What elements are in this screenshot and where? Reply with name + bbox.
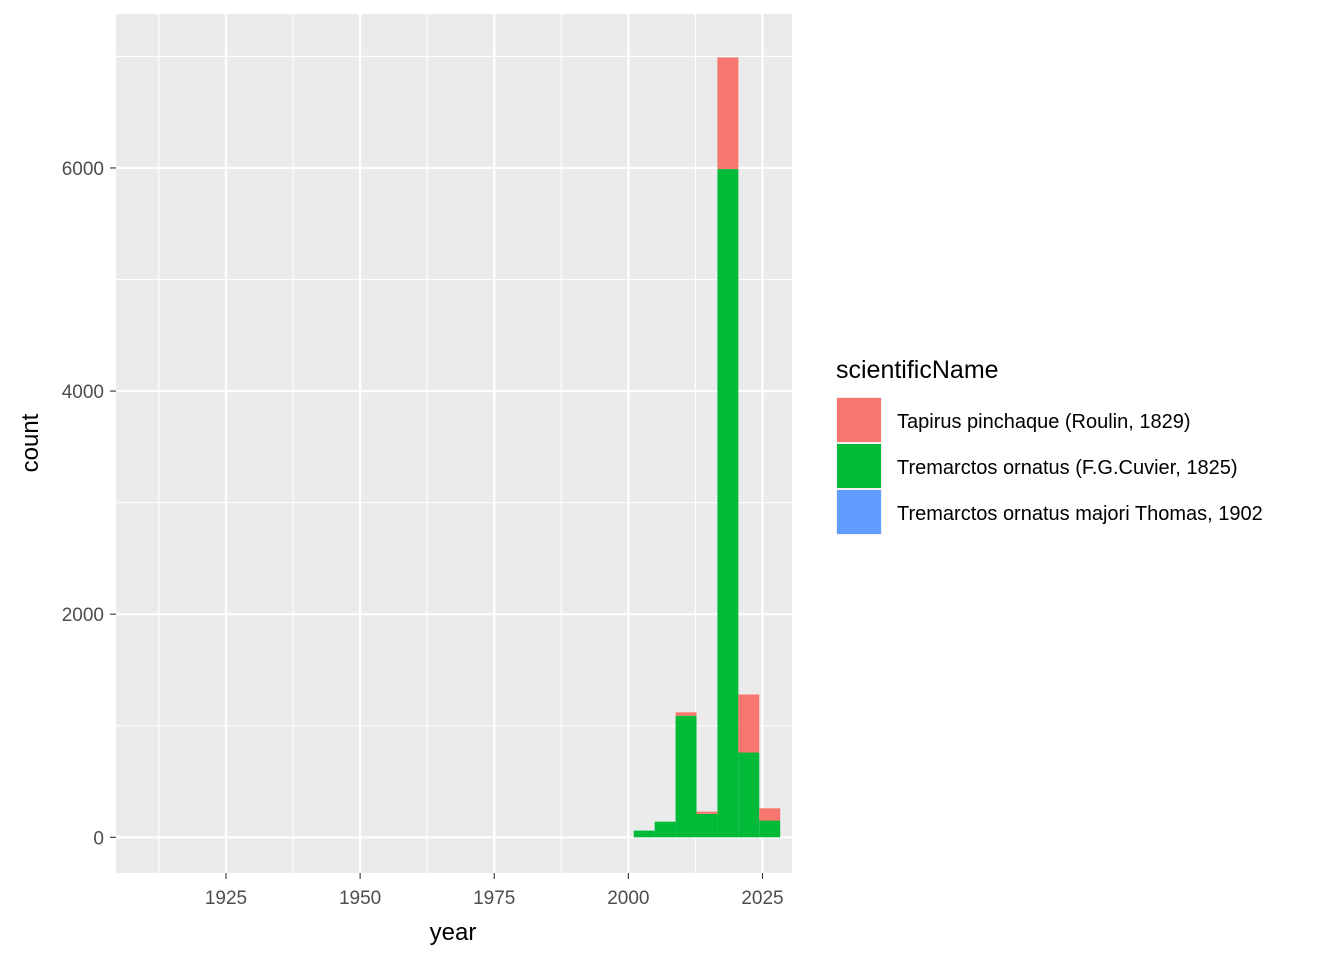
y-tick-label: 6000	[62, 159, 104, 180]
x-axis: 1925 1950 1975 2000 2025	[205, 873, 784, 909]
bar-segment	[696, 813, 718, 838]
bar-segment	[738, 694, 760, 753]
bar-segment	[759, 808, 781, 821]
x-axis-title: year	[430, 919, 477, 946]
legend-label: Tremarctos ornatus (F.G.Cuvier, 1825)	[897, 457, 1238, 479]
y-axis: 0 2000 4000 6000	[62, 159, 116, 849]
legend-swatch	[837, 490, 881, 534]
minor-gridlines	[116, 14, 792, 873]
major-gridlines	[116, 14, 792, 873]
legend-swatch	[837, 444, 881, 488]
bar-segment	[675, 712, 697, 716]
legend-label: Tapirus pinchaque (Roulin, 1829)	[897, 411, 1191, 433]
bar-segment	[675, 715, 697, 838]
bar-segment	[633, 830, 655, 838]
legend-label: Tremarctos ornatus majori Thomas, 1902	[897, 503, 1263, 525]
bars	[633, 57, 781, 838]
x-tick-label: 2000	[607, 888, 649, 909]
y-axis-title: count	[17, 413, 44, 472]
legend: scientificName Tapirus pinchaque (Roulin…	[836, 356, 1263, 535]
x-tick-label: 2025	[741, 888, 783, 909]
x-tick-label: 1975	[473, 888, 515, 909]
bar-segment	[738, 752, 760, 838]
bar-segment	[717, 169, 739, 838]
y-tick-label: 4000	[62, 382, 104, 403]
x-tick-label: 1950	[339, 888, 381, 909]
bar-segment	[759, 820, 781, 838]
bar-segment	[717, 57, 739, 170]
y-tick-label: 0	[93, 828, 104, 849]
y-tick-label: 2000	[62, 605, 104, 626]
x-tick-label: 1925	[205, 888, 247, 909]
bar-segment	[696, 811, 718, 814]
legend-title: scientificName	[836, 356, 999, 384]
bar-segment	[654, 821, 676, 838]
legend-swatch	[837, 398, 881, 442]
